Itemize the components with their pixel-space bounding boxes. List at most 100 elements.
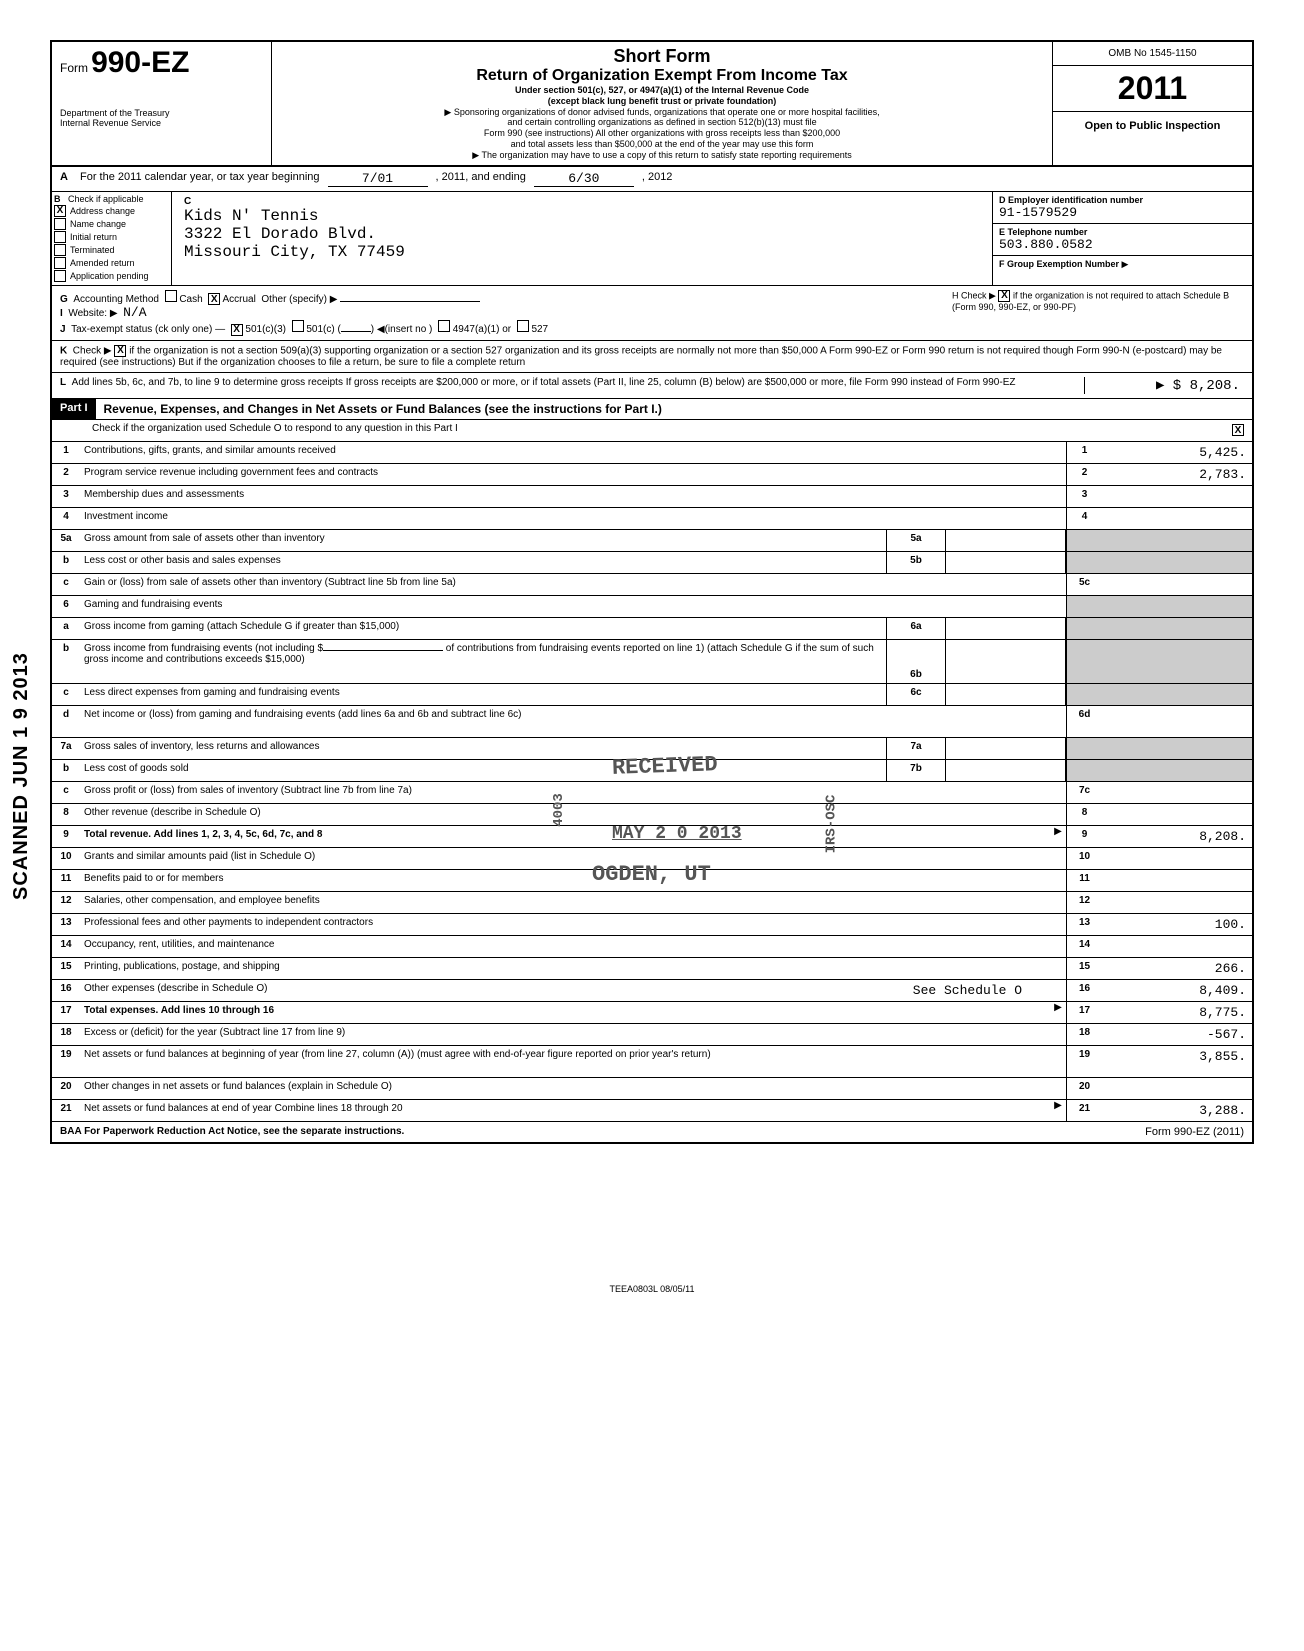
line-6b: b Gross income from fundraising events (… <box>50 640 1254 684</box>
line-11: 11 Benefits paid to or for members 11 OG… <box>50 870 1254 892</box>
line-20: 20 Other changes in net assets or fund b… <box>50 1078 1254 1100</box>
cash-label: Cash <box>179 294 202 305</box>
line-6: 6 Gaming and fundraising events <box>50 596 1254 618</box>
l-amount: 8,208. <box>1190 378 1240 394</box>
line-15: 15 Printing, publications, postage, and … <box>50 958 1254 980</box>
lbl-name-change: Name change <box>70 219 126 229</box>
chk-h[interactable]: X <box>998 290 1010 302</box>
stamp-received: RECEIVED <box>612 752 718 781</box>
line-5c: c Gain or (loss) from sale of assets oth… <box>50 574 1254 596</box>
line-9: 9 Total revenue. Add lines 1, 2, 3, 4, 5… <box>50 826 1254 848</box>
line-7c: c Gross profit or (loss) from sales of i… <box>50 782 1254 804</box>
k-text2: if the organization is not a section 509… <box>60 345 1222 368</box>
val-2: 2,783. <box>1102 464 1252 485</box>
stamp-code: 4003 <box>551 793 567 827</box>
d-label: D Employer identification number <box>999 195 1143 205</box>
val-18: -567. <box>1102 1024 1252 1045</box>
val-13: 100. <box>1102 914 1252 935</box>
chk-527[interactable] <box>517 320 529 332</box>
line-a-mid: , 2011, and ending <box>436 171 526 187</box>
chk-cash[interactable] <box>165 290 177 302</box>
chk-4947[interactable] <box>438 320 450 332</box>
subtitle5: Form 990 (see instructions) All other or… <box>280 128 1044 139</box>
chk-terminated[interactable] <box>54 244 66 256</box>
val-1: 5,425. <box>1102 442 1252 463</box>
year-end: 6/30 <box>534 171 634 187</box>
line-8: 8 Other revenue (describe in Schedule O)… <box>50 804 1254 826</box>
chk-501c[interactable] <box>292 320 304 332</box>
val-10 <box>1102 848 1252 869</box>
return-title: Return of Organization Exempt From Incom… <box>280 67 1044 85</box>
acct-label: Accounting Method <box>73 294 159 305</box>
part1-title: Revenue, Expenses, and Changes in Net As… <box>96 399 1252 419</box>
letter-g: G <box>60 294 68 305</box>
stamp-irs-osc: IRS-OSC <box>823 794 839 853</box>
line-21: 21 Net assets or fund balances at end of… <box>50 1100 1254 1122</box>
org-name: Kids N' Tennis <box>184 207 980 225</box>
footer-row: BAA For Paperwork Reduction Act Notice, … <box>50 1122 1254 1144</box>
line-13: 13 Professional fees and other payments … <box>50 914 1254 936</box>
val-15: 266. <box>1102 958 1252 979</box>
bottom-code: TEEA0803L 08/05/11 <box>50 1284 1254 1294</box>
f-arrow: ▶ <box>1122 259 1129 269</box>
accrual-label: Accrual <box>222 294 255 305</box>
line-a-text: For the 2011 calendar year, or tax year … <box>80 171 320 187</box>
l-text: Add lines 5b, 6c, and 7b, to line 9 to d… <box>72 377 1016 388</box>
val-3 <box>1102 486 1252 507</box>
line-5b: b Less cost or other basis and sales exp… <box>50 552 1254 574</box>
part1-label: Part I <box>52 399 96 419</box>
c-other-label: 501(c) ( <box>306 324 340 335</box>
arrow-9: ▶ <box>1050 826 1066 847</box>
chk-initial[interactable] <box>54 231 66 243</box>
subtitle4: and certain controlling organizations as… <box>280 117 1044 128</box>
c3-label: 501(c)(3) <box>245 324 286 335</box>
chk-accrual[interactable]: X <box>208 293 220 305</box>
ein-value: 91-1579529 <box>999 205 1246 220</box>
letter-k: K <box>60 345 67 356</box>
lbl-address-change: Address change <box>70 206 135 216</box>
org-addr2: Missouri City, TX 77459 <box>184 243 980 261</box>
row-l: L Add lines 5b, 6c, and 7b, to line 9 to… <box>50 373 1254 399</box>
phone-value: 503.880.0582 <box>999 237 1246 252</box>
s527-label: 527 <box>531 324 548 335</box>
letter-b: B <box>54 194 68 204</box>
website-label: Website: ▶ <box>68 308 117 319</box>
other-label: Other (specify) ▶ <box>261 294 337 305</box>
line-a-endyear: , 2012 <box>642 171 673 187</box>
chk-pending[interactable] <box>54 270 66 282</box>
chk-k[interactable]: X <box>114 345 126 357</box>
e-label: E Telephone number <box>999 227 1087 237</box>
short-form-label: Short Form <box>280 46 1044 67</box>
open-public: Open to Public Inspection <box>1053 112 1252 140</box>
val-14 <box>1102 936 1252 957</box>
val-6d <box>1102 706 1252 737</box>
dept-treasury: Department of the Treasury <box>60 108 263 118</box>
val-11 <box>1102 870 1252 891</box>
chk-501c3[interactable]: X <box>231 324 243 336</box>
chk-name-change[interactable] <box>54 218 66 230</box>
form-number-box: Form 990-EZ Department of the Treasury I… <box>52 42 272 165</box>
row-gij: G Accounting Method Cash X Accrual Other… <box>50 285 1254 341</box>
arrow-17: ▶ <box>1050 1002 1066 1023</box>
line-3: 3 Membership dues and assessments 3 <box>50 486 1254 508</box>
website-value: N/A <box>123 305 146 320</box>
see-sched-o: See Schedule O <box>913 983 1022 998</box>
line-19: 19 Net assets or fund balances at beginn… <box>50 1046 1254 1078</box>
chk-amended[interactable] <box>54 257 66 269</box>
h-label: H Check ▶ <box>952 290 996 300</box>
val-17: 8,775. <box>1102 1002 1252 1023</box>
chk-part1[interactable]: X <box>1232 424 1244 436</box>
form-prefix: Form <box>60 61 88 75</box>
subtitle7: ▶ The organization may have to use a cop… <box>280 150 1044 161</box>
line-6a: a Gross income from gaming (attach Sched… <box>50 618 1254 640</box>
lbl-amended: Amended return <box>70 258 135 268</box>
line-7b: b Less cost of goods sold 7b RECEIVED <box>50 760 1254 782</box>
f-label: F Group Exemption Number <box>999 259 1119 269</box>
chk-address-change[interactable]: X <box>54 205 66 217</box>
section-bcdef: BCheck if applicable XAddress change Nam… <box>50 192 1254 285</box>
lbl-initial: Initial return <box>70 232 117 242</box>
letter-l: L <box>60 377 66 388</box>
address-column: C Kids N' Tennis 3322 El Dorado Blvd. Mi… <box>172 192 992 285</box>
line-12: 12 Salaries, other compensation, and emp… <box>50 892 1254 914</box>
letter-c: C <box>184 196 980 207</box>
